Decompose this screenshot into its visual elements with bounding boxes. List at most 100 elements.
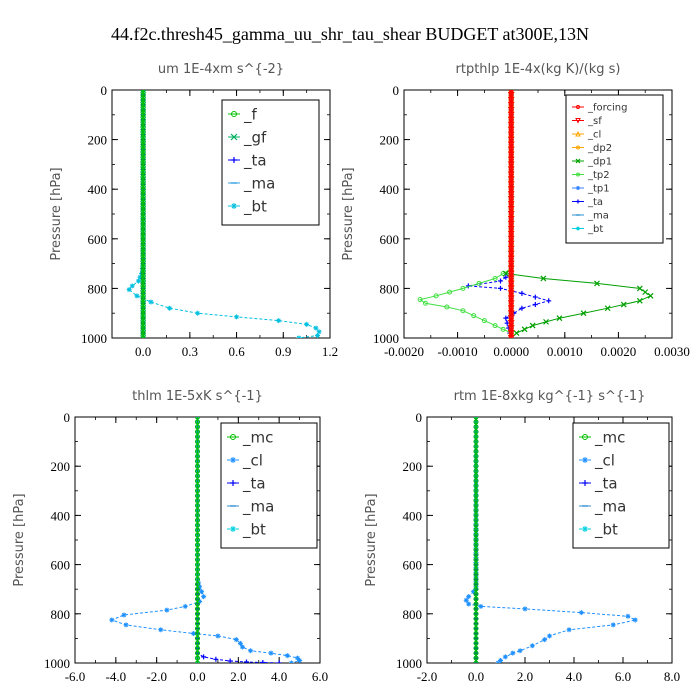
legend-box: [572, 422, 670, 549]
x-tick-label: 8.0: [664, 669, 680, 684]
series-layer: [109, 417, 303, 663]
legend-label: _bt: [594, 520, 618, 539]
legend-box: [565, 94, 664, 244]
y-tick-label: 1000: [81, 331, 107, 346]
legend-label: _mc: [242, 428, 273, 447]
y-tick-label: 1000: [373, 331, 399, 346]
x-tick-label: 0.0: [189, 669, 205, 684]
x-tick-label: -0.0010: [438, 344, 478, 359]
legend-item-ta: _ta: [228, 151, 267, 170]
panels: um 1E-4xm s^{-2} Pressure [hPa] 0 200 400 600…: [12, 62, 690, 684]
x-tick-label: 0.0020: [601, 344, 637, 359]
legend-item-ma: _ma: [579, 497, 626, 516]
chart-title: um 1E-4xm s^{-2}: [158, 62, 284, 77]
series-layer: [417, 90, 654, 338]
x-tick-label: 2.0: [230, 669, 246, 684]
legend-label: _dp1: [587, 157, 612, 168]
legend-box: [221, 99, 320, 226]
x-tick-label: 0.0030: [654, 344, 690, 359]
x-tick-label: -4.0: [106, 669, 127, 684]
series-markers-f: [140, 90, 146, 338]
legend-label: _ma: [587, 211, 609, 222]
chart-panel-2: rtpthlp 1E-4x(kg K)/(kg s) Pressure [hPa]…: [341, 62, 690, 359]
y-tick-label: 800: [88, 281, 108, 296]
x-tick-label: 6.0: [615, 669, 631, 684]
legend-item-tp2: _tp2: [572, 170, 610, 181]
y-tick-label: 200: [51, 459, 71, 474]
x-tick-label: -2.0: [417, 669, 438, 684]
x-tick-label: -6.0: [65, 669, 86, 684]
legend-label: _dp2: [587, 143, 612, 154]
y-axis-label: Pressure [hPa]: [12, 493, 27, 586]
chart-panel-4: rtm 1E-8xkg kg^{-1} s^{-1} Pressure [hPa]…: [364, 389, 680, 684]
y-tick-label: 600: [88, 232, 108, 247]
legend-label: _gf: [243, 128, 267, 147]
y-tick-label: 0: [393, 83, 400, 98]
y-tick-label: 400: [380, 182, 400, 197]
legend-label: _mc: [594, 428, 625, 447]
legend-item-sf: _sf: [572, 116, 602, 127]
x-tick-label: -2.0: [146, 669, 167, 684]
y-tick-label: 0: [64, 410, 71, 425]
y-tick-label: 600: [403, 558, 423, 573]
y-tick-label: 0: [416, 410, 423, 425]
legend-item-bt: _bt: [579, 520, 618, 539]
legend: _f _gf _ta _ma _bt: [221, 99, 320, 226]
x-tick-label: 0.0: [468, 669, 484, 684]
y-tick-label: 1000: [44, 656, 70, 671]
y-tick-label: 600: [51, 558, 71, 573]
legend-label: _ta: [243, 151, 267, 170]
legend-item-bt: _bt: [572, 224, 603, 235]
x-tick-label: 1.2: [322, 344, 338, 359]
chart-title: rtm 1E-8xkg kg^{-1} s^{-1}: [454, 389, 646, 404]
legend-label: _f: [243, 105, 258, 124]
y-tick-label: 200: [403, 459, 423, 474]
legend-label: _ma: [594, 497, 626, 516]
y-axis-label: Pressure [hPa]: [49, 167, 64, 260]
legend-label: _bt: [242, 520, 266, 539]
legend-label: _ta: [587, 197, 603, 208]
legend-item-gf: _gf: [228, 128, 267, 147]
legend-item-ta: _ta: [579, 474, 618, 493]
y-tick-label: 600: [380, 232, 400, 247]
legend-item-dp2: _dp2: [572, 143, 612, 154]
legend-item-cl: _cl: [579, 451, 615, 470]
legend-item-f: _f: [228, 105, 258, 124]
chart-panel-1: um 1E-4xm s^{-2} Pressure [hPa] 0 200 400 600…: [49, 62, 338, 359]
legend-label: _tp1: [587, 184, 610, 195]
legend-label: _bt: [243, 197, 267, 216]
series-markers-ta: [465, 90, 552, 338]
y-tick-label: 400: [88, 182, 108, 197]
x-tick-label: 0.0000: [493, 344, 529, 359]
legend-item-cl: _cl: [227, 451, 263, 470]
y-tick-label: 800: [51, 607, 71, 622]
legend-label: _ta: [594, 474, 618, 493]
x-tick-label: 2.0: [517, 669, 533, 684]
legend-item-mc: _mc: [227, 428, 273, 447]
legend-label: _tp2: [587, 170, 610, 181]
x-tick-label: 4.0: [566, 669, 582, 684]
y-axis-label: Pressure [hPa]: [364, 493, 379, 586]
legend-label: _ta: [242, 474, 266, 493]
legend-item-ta: _ta: [227, 474, 266, 493]
y-tick-label: 400: [51, 508, 71, 523]
y-tick-label: 1000: [396, 656, 422, 671]
legend-item-bt: _bt: [227, 520, 266, 539]
y-tick-label: 200: [380, 133, 400, 148]
y-tick-label: 800: [403, 607, 423, 622]
series-layer: [463, 417, 638, 663]
x-tick-label: 0.3: [182, 344, 198, 359]
chart-panel-3: thlm 1E-5xK s^{-1} Pressure [hPa] 0 200 400 6…: [12, 389, 328, 684]
x-tick-label: 0.0010: [547, 344, 583, 359]
chart-title: thlm 1E-5xK s^{-1}: [132, 389, 263, 404]
series-markers-forcing: [508, 90, 514, 338]
legend-item-ma: _ma: [228, 174, 275, 193]
x-tick-label: 4.0: [271, 669, 287, 684]
x-tick-label: 0.9: [275, 344, 291, 359]
series-layer: [126, 90, 322, 338]
legend-item-forcing: _forcing: [572, 103, 628, 114]
legend: _forcing _sf _cl _dp2 _dp1 _tp2 _tp1 _ta _ma _bt: [565, 94, 664, 244]
legend-label: _ma: [242, 497, 274, 516]
figure-title: 44.f2c.thresh45_gamma_uu_shr_tau_shear B…: [111, 24, 589, 44]
